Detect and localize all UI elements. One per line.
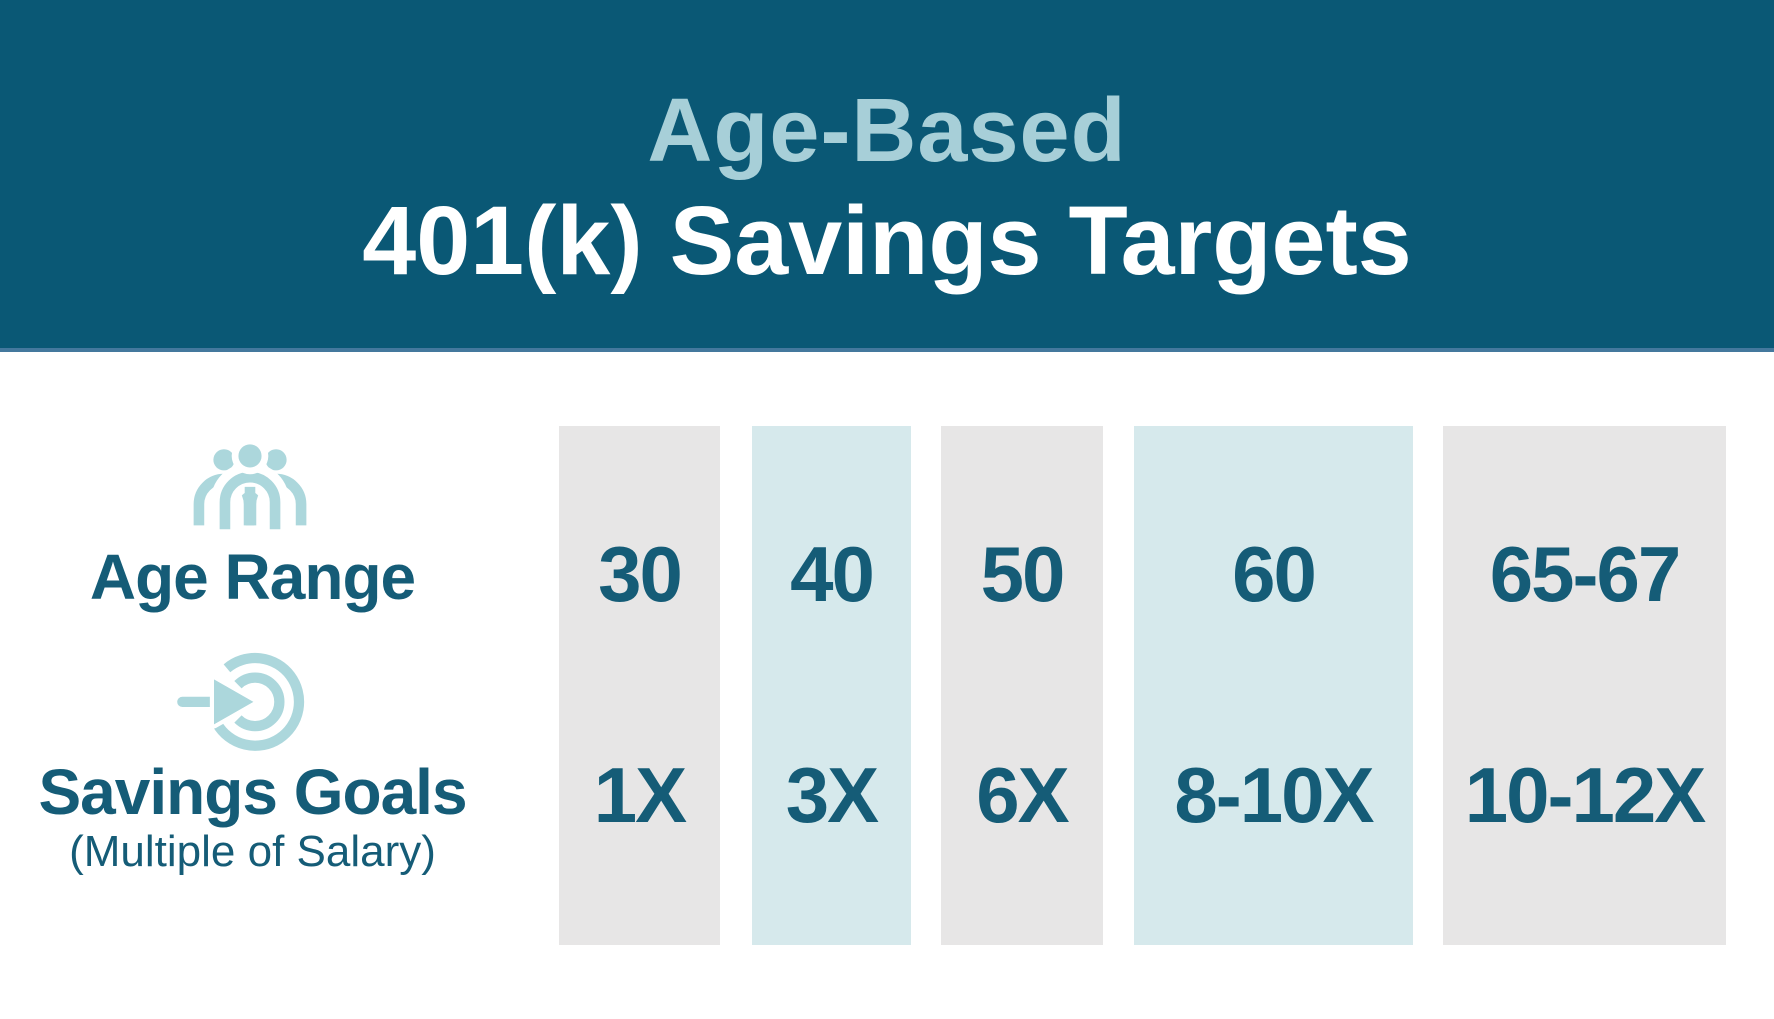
age-value: 65-67 bbox=[1489, 530, 1682, 618]
column-age-65-67: 65-67 10-12X bbox=[1443, 426, 1726, 945]
arrow-target-icon bbox=[177, 652, 305, 751]
goal-value: 6X bbox=[976, 751, 1069, 839]
age-value: 40 bbox=[790, 530, 875, 618]
label-rail: Age Range Savings Goals (Multiple of Sal… bbox=[0, 352, 505, 1019]
goal-value: 10-12X bbox=[1464, 751, 1707, 839]
column-age-50: 50 6X bbox=[941, 426, 1103, 945]
column-age-60: 60 8-10X bbox=[1134, 426, 1413, 945]
column-age-40: 40 3X bbox=[752, 426, 911, 945]
column-age-30: 30 1X bbox=[559, 426, 720, 945]
people-group-icon bbox=[193, 437, 307, 530]
age-value: 50 bbox=[980, 530, 1066, 618]
page-title: 401(k) Savings Targets bbox=[362, 186, 1412, 295]
header-subtitle: Age-Based bbox=[647, 81, 1127, 181]
goal-value: 3X bbox=[785, 751, 879, 839]
age-value: 30 bbox=[598, 530, 683, 618]
savings-goals-sublabel: (Multiple of Salary) bbox=[69, 827, 436, 876]
goal-value: 8-10X bbox=[1174, 751, 1374, 839]
age-value: 60 bbox=[1232, 530, 1317, 618]
savings-goals-label: Savings Goals bbox=[38, 756, 467, 828]
age-range-label: Age Range bbox=[89, 541, 416, 613]
goal-value: 1X bbox=[593, 751, 687, 839]
header-band: Age-Based 401(k) Savings Targets bbox=[0, 0, 1774, 352]
